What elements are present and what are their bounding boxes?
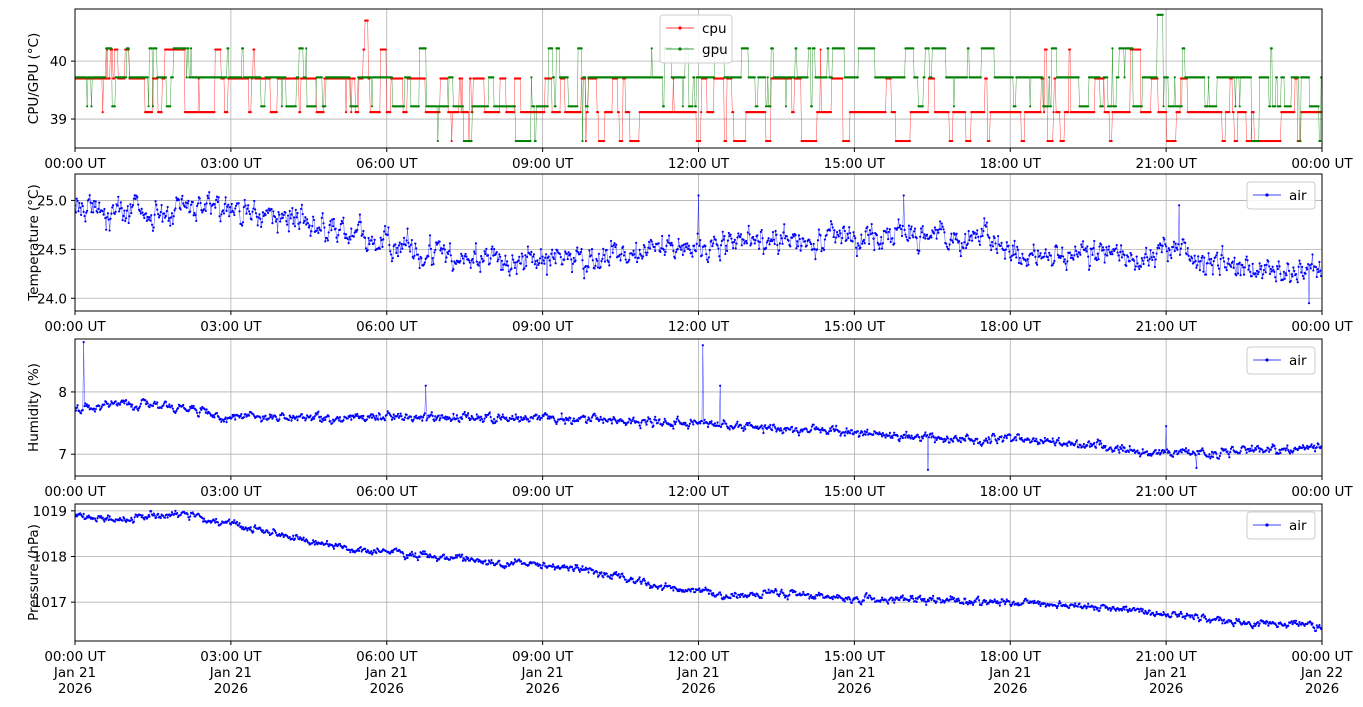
series-line-gpu bbox=[75, 14, 1322, 142]
x-tick-label: 15:00 UT bbox=[824, 319, 886, 335]
y-tick-label: 25.0 bbox=[37, 193, 67, 209]
y-axis-title: CPU/GPU (°C) bbox=[26, 33, 42, 124]
legend-box bbox=[659, 14, 733, 64]
legend-swatch-marker bbox=[1265, 193, 1269, 197]
x-tick-label: 06:00 UT bbox=[356, 319, 418, 335]
y-tick-label: 24.5 bbox=[37, 242, 67, 258]
legend-swatch-marker bbox=[678, 26, 682, 30]
y-axis-title: Temperature (°C) bbox=[26, 184, 42, 302]
x-tick-label: 00:00 UT bbox=[44, 156, 106, 172]
x-tick-label: 00:00 UT bbox=[44, 319, 106, 335]
x-tick-label: 00:00 UT bbox=[1291, 319, 1353, 335]
legend-label-gpu: gpu bbox=[702, 42, 728, 58]
x-tick-label: 21:00 UT bbox=[1135, 156, 1197, 172]
y-tick-label: 39 bbox=[50, 112, 67, 128]
x-tick-label: 00:00 UT bbox=[1291, 156, 1353, 172]
x-tick-label: 18:00 UT bbox=[980, 319, 1042, 335]
y-tick-label: 24.0 bbox=[37, 291, 67, 307]
legend: air bbox=[1246, 181, 1316, 210]
x-tick-label: 12:00 UT bbox=[668, 156, 730, 172]
legend-swatch-marker bbox=[678, 47, 682, 51]
x-tick-label: 12:00 UT bbox=[668, 319, 730, 335]
y-tick-label: 40 bbox=[50, 54, 67, 70]
x-tick-label: 03:00 UT bbox=[200, 156, 262, 172]
x-tick-label: 09:00 UT bbox=[512, 156, 574, 172]
x-tick-label: 03:00 UT bbox=[200, 319, 262, 335]
panel-1: 39 40 CPU/GPU (°C) 00:00 UT 03:00 UT 06:00 UT… bbox=[26, 8, 1353, 172]
x-tick-label: 06:00 UT bbox=[356, 156, 418, 172]
x-tick-label: 15:00 UT bbox=[824, 156, 886, 172]
series-air-marks bbox=[75, 341, 1322, 471]
series-line-air bbox=[75, 192, 1322, 304]
x-tick-label: 21:00 UT bbox=[1135, 319, 1197, 335]
x-tick-label: 09:00 UT bbox=[512, 319, 574, 335]
legend-label-cpu: cpu bbox=[702, 21, 727, 37]
legend: cpu gpu bbox=[659, 14, 733, 64]
legend-label-air: air bbox=[1289, 188, 1307, 204]
x-tick-label: 18:00 UT bbox=[980, 156, 1042, 172]
legend-box bbox=[1246, 181, 1316, 210]
